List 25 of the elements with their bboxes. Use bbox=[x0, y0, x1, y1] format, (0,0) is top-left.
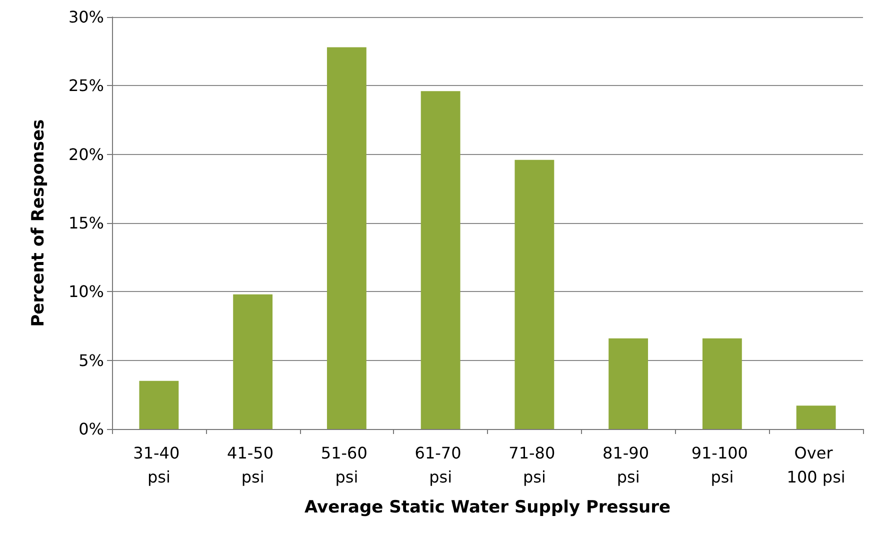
x-tick-label: 91-100 psi bbox=[691, 444, 754, 486]
x-tick-label: 31-40 psi bbox=[133, 444, 185, 486]
y-tick-label: 5% bbox=[78, 350, 104, 370]
y-tick-label: 15% bbox=[68, 214, 104, 232]
x-tick-label: Over 100 psi bbox=[786, 444, 846, 486]
bar bbox=[420, 91, 460, 429]
x-tick-label: 51-60 psi bbox=[320, 444, 372, 486]
y-tick-label: 25% bbox=[68, 76, 104, 96]
x-tick-label: 61-70 psi bbox=[414, 444, 466, 486]
bar bbox=[702, 338, 742, 429]
y-tick-label: 20% bbox=[68, 144, 104, 164]
x-tick-label: 81-90 psi bbox=[602, 444, 654, 486]
x-axis-title: Average Static Water Supply Pressure bbox=[304, 498, 671, 518]
x-tick-label: 41-50 psi bbox=[227, 444, 279, 486]
y-tick-label: 0% bbox=[78, 420, 104, 438]
bar bbox=[796, 406, 836, 429]
y-axis-title: Percent of Responses bbox=[28, 119, 48, 327]
bar bbox=[233, 294, 273, 429]
bar bbox=[608, 338, 648, 429]
y-tick-label: 10% bbox=[68, 282, 104, 302]
y-tick-label: 30% bbox=[68, 8, 104, 26]
bar bbox=[326, 47, 366, 429]
bar bbox=[139, 380, 179, 429]
x-tick-label: 71-80 psi bbox=[508, 444, 560, 486]
bar bbox=[514, 160, 554, 429]
